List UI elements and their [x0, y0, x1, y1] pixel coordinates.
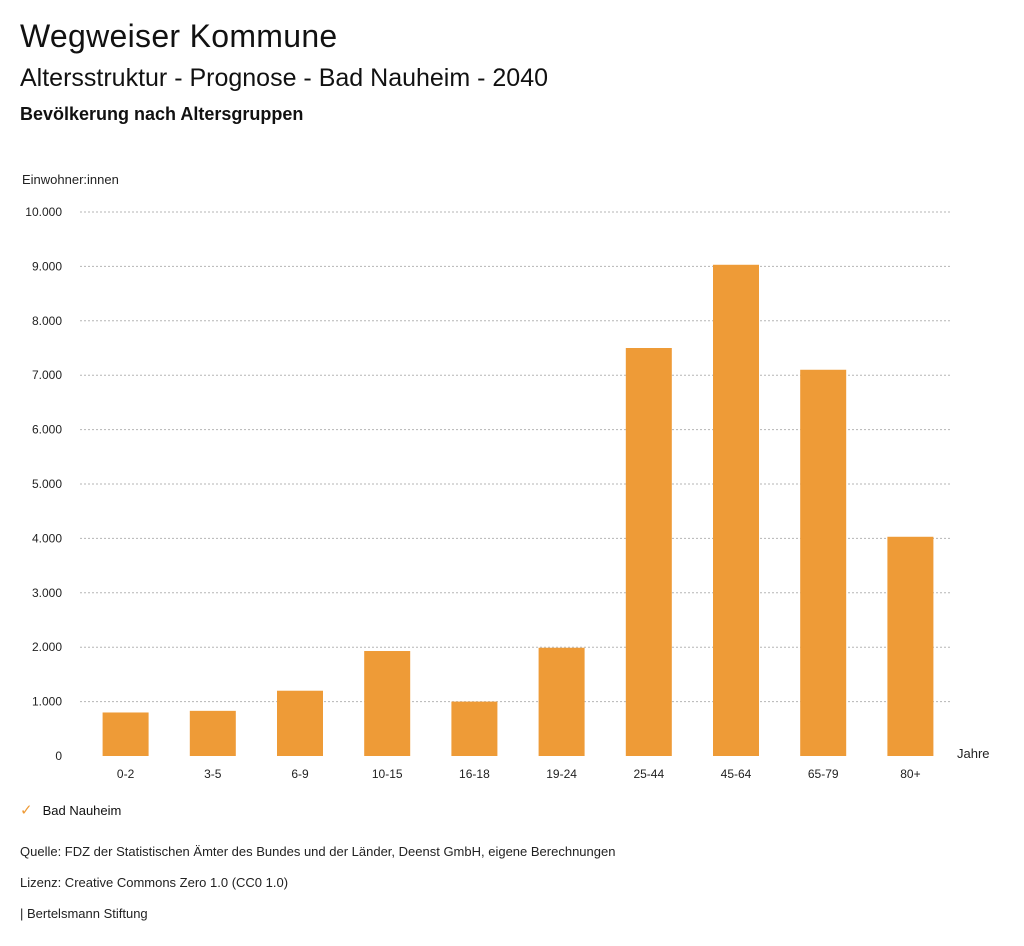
publisher-note: | Bertelsmann Stiftung: [20, 906, 148, 921]
y-tick-label: 7.000: [32, 368, 62, 382]
x-axis-title: Jahre: [957, 746, 990, 761]
x-tick-label: 6-9: [291, 767, 309, 781]
bar-19-24[interactable]: [538, 647, 585, 756]
x-tick-label: 45-64: [721, 767, 752, 781]
checkmark-icon: ✓: [20, 802, 33, 819]
x-tick-labels: 0-2 3-5 6-9 10-15 16-18 19-24 25-44 45-64 65-79 8…: [117, 767, 921, 781]
bar-10-15[interactable]: [364, 651, 411, 756]
chart-heading: Bevölkerung nach Altersgruppen: [20, 104, 304, 124]
y-axis-title: Einwohner:innen: [22, 172, 119, 187]
y-tick-label: 9.000: [32, 259, 62, 273]
legend[interactable]: ✓ Bad Nauheim: [20, 803, 121, 818]
source-note: Quelle: FDZ der Statistischen Ämter des …: [20, 844, 616, 859]
legend-label: Bad Nauheim: [42, 803, 122, 818]
x-tick-label: 65-79: [808, 767, 839, 781]
bar-16-18[interactable]: [451, 701, 498, 756]
x-tick-label: 80+: [900, 767, 920, 781]
y-tick-label: 10.000: [25, 205, 62, 219]
license-note: Lizenz: Creative Commons Zero 1.0 (CC0 1…: [20, 875, 289, 890]
x-tick-label: 0-2: [117, 767, 135, 781]
bar-45-64[interactable]: [713, 264, 759, 756]
chart-subtitle: Altersstruktur - Prognose - Bad Nauheim …: [20, 64, 549, 92]
bar-65-79[interactable]: [800, 369, 847, 756]
bar-0-2[interactable]: [102, 712, 149, 756]
x-tick-label: 19-24: [546, 767, 577, 781]
y-tick-label: 1.000: [32, 695, 62, 709]
x-tick-label: 16-18: [459, 767, 490, 781]
bar-6-9[interactable]: [277, 690, 323, 756]
y-tick-label: 5.000: [32, 477, 62, 491]
y-tick-label: 4.000: [32, 531, 62, 545]
y-tick-label: 6.000: [32, 423, 62, 437]
x-tick-label: 25-44: [633, 767, 664, 781]
bar-80+[interactable]: [887, 536, 934, 756]
bars: [102, 264, 934, 756]
x-tick-label: 10-15: [372, 767, 403, 781]
chart-title: Wegweiser Kommune: [20, 18, 338, 54]
bar-3-5[interactable]: [189, 710, 236, 756]
y-tick-label: 3.000: [32, 586, 62, 600]
y-tick-label: 0: [55, 749, 62, 763]
y-tick-labels: 0 1.000 2.000 3.000 4.000 5.000 6.000 7.000 8.00…: [25, 205, 62, 763]
bar-25-44[interactable]: [625, 348, 672, 756]
y-tick-label: 8.000: [32, 314, 62, 328]
y-tick-label: 2.000: [32, 640, 62, 654]
bar-chart: Einwohner:innen 0 1.000 2.000 3.000 4.000 5.0…: [22, 172, 990, 781]
gridlines: [80, 211, 952, 703]
x-tick-label: 3-5: [204, 767, 222, 781]
